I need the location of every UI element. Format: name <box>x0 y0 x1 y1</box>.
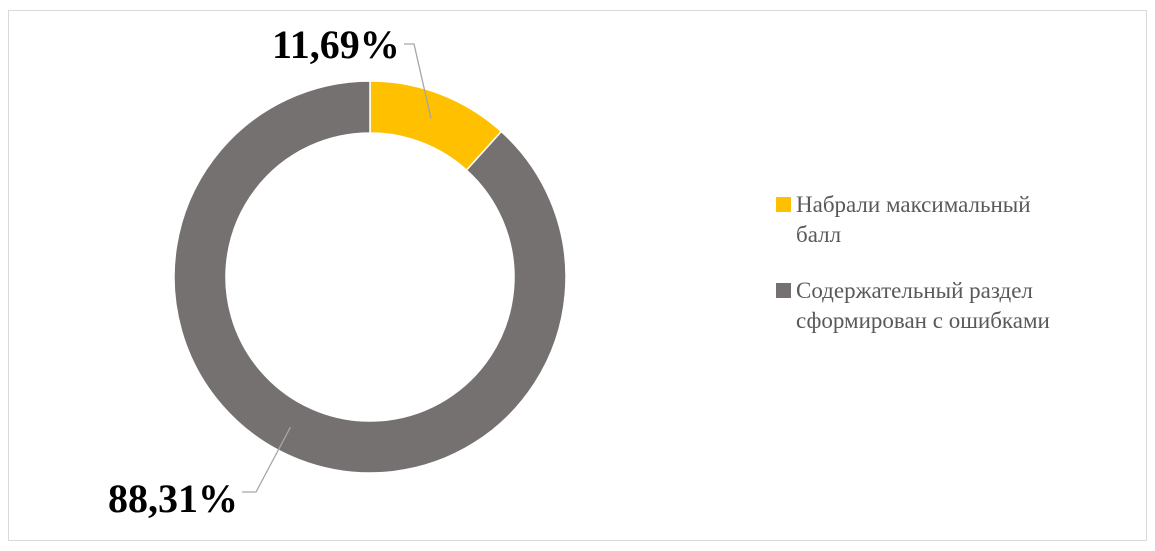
legend-label-max-score: Набрали максимальный балл <box>796 192 1031 247</box>
legend-item-max-score: Набрали максимальный балл <box>776 190 1076 250</box>
legend-label-errors: Содержательный раздел сформирован с ошиб… <box>796 278 1050 333</box>
slice-errors <box>173 80 567 474</box>
legend-item-errors: Содержательный раздел сформирован с ошиб… <box>776 276 1076 336</box>
data-label-max-score: 11,69% <box>272 22 400 67</box>
leader-line-max-score <box>404 43 432 119</box>
leader-line-errors <box>242 426 291 493</box>
legend-swatch-errors <box>776 283 791 298</box>
legend: Набрали максимальный балл Содержательный… <box>776 190 1076 362</box>
data-label-errors: 88,31% <box>108 476 238 521</box>
legend-swatch-max-score <box>776 197 791 212</box>
